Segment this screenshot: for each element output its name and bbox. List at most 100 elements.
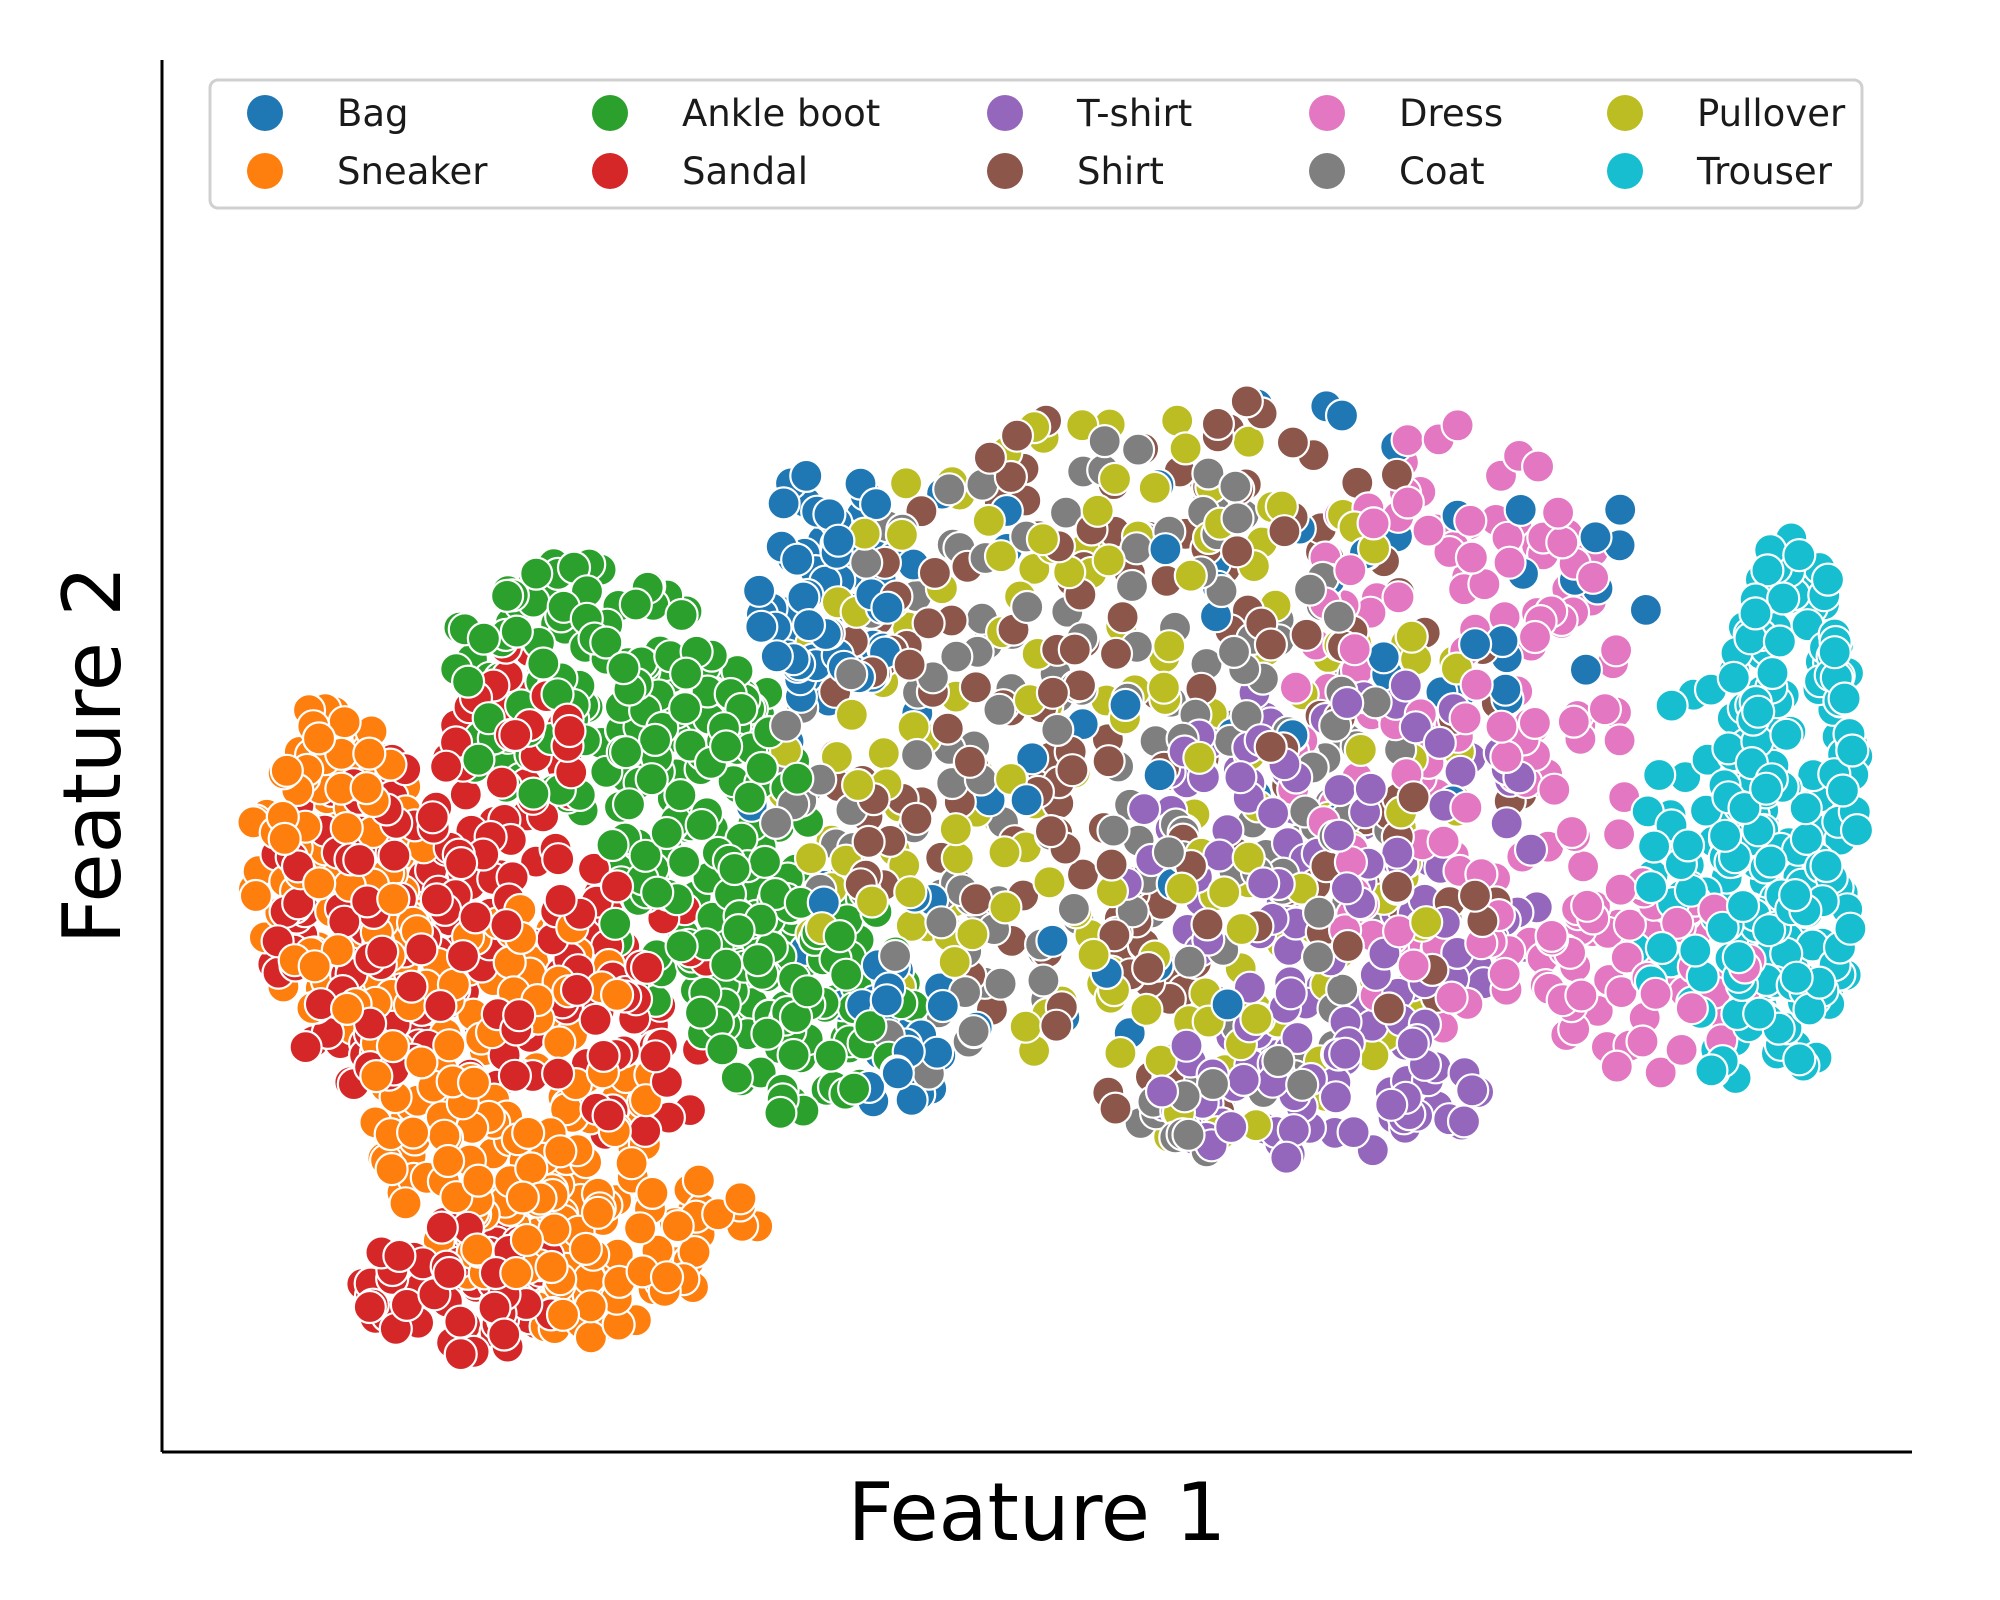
scatter-point bbox=[705, 1032, 740, 1067]
scatter-point bbox=[723, 1181, 758, 1216]
scatter-point bbox=[877, 938, 913, 974]
scatter-point bbox=[956, 1014, 991, 1049]
scatter-point bbox=[614, 1146, 649, 1181]
scatter-point bbox=[445, 938, 481, 974]
scatter-point bbox=[1218, 469, 1253, 504]
scatter-point bbox=[1628, 592, 1664, 628]
scatter-point bbox=[1716, 660, 1751, 696]
scatter-point bbox=[1080, 493, 1115, 528]
scatter-point bbox=[822, 918, 857, 954]
legend-marker bbox=[1309, 95, 1345, 131]
scatter-point bbox=[1554, 814, 1590, 850]
legend-label: Dress bbox=[1399, 92, 1503, 135]
legend-item-shirt: Shirt bbox=[987, 150, 1164, 193]
scatter-point bbox=[768, 708, 804, 743]
scatter-point bbox=[924, 905, 959, 940]
scatter-point bbox=[1449, 790, 1484, 825]
scatter-point bbox=[829, 957, 864, 992]
scatter-point bbox=[1190, 907, 1225, 942]
scatter-point bbox=[1565, 849, 1601, 884]
scatter-point bbox=[543, 1134, 578, 1169]
scatter-point bbox=[717, 851, 752, 887]
scatter-point bbox=[576, 851, 612, 886]
legend-marker bbox=[247, 95, 283, 131]
legend-marker bbox=[592, 153, 628, 189]
scatter-point bbox=[869, 983, 904, 1018]
scatter-point bbox=[866, 736, 901, 771]
scatter-point bbox=[499, 1255, 534, 1291]
scatter-point bbox=[1151, 835, 1187, 870]
scatter-point bbox=[589, 625, 624, 660]
scatter-point bbox=[342, 842, 377, 878]
scatter-point bbox=[1766, 581, 1801, 616]
scatter-point bbox=[541, 842, 576, 877]
scatter-point bbox=[497, 1058, 533, 1093]
legend-item-sneaker: Sneaker bbox=[247, 150, 488, 193]
scatter-point bbox=[509, 1222, 545, 1258]
scatter-point bbox=[1422, 725, 1457, 761]
scatter-point bbox=[1035, 675, 1071, 710]
scatter-point bbox=[911, 606, 946, 641]
scatter-point bbox=[1097, 918, 1132, 953]
scatter-point bbox=[1325, 972, 1360, 1007]
scatter-point bbox=[664, 597, 699, 633]
scatter-point bbox=[419, 882, 454, 917]
scatter-point bbox=[1827, 681, 1862, 716]
scatter-point bbox=[1076, 937, 1111, 973]
scatter-point bbox=[955, 917, 990, 952]
scatter-point bbox=[374, 1151, 409, 1187]
scatter-point bbox=[1182, 740, 1217, 775]
scatter-point bbox=[1455, 1073, 1490, 1108]
scatter-point bbox=[1253, 729, 1288, 765]
scatter-point bbox=[423, 988, 458, 1024]
scatter-point bbox=[1517, 705, 1553, 741]
scatter-point bbox=[664, 929, 699, 964]
scatter-point bbox=[750, 1016, 785, 1051]
scatter-point bbox=[1301, 895, 1337, 930]
scatter-point bbox=[1210, 987, 1245, 1022]
scatter-point bbox=[1333, 553, 1368, 588]
legend-item-bag: Bag bbox=[247, 92, 409, 135]
scatter-point bbox=[708, 729, 744, 764]
scatter-point bbox=[1443, 754, 1478, 789]
scatter-point bbox=[1114, 568, 1150, 604]
legend-marker bbox=[987, 153, 1023, 189]
scatter-point bbox=[329, 810, 364, 846]
scatter-point bbox=[1489, 739, 1524, 775]
scatter-point bbox=[297, 949, 332, 984]
scatter-point bbox=[683, 995, 719, 1030]
scatter-point bbox=[1809, 848, 1844, 884]
legend-marker bbox=[1309, 153, 1345, 189]
scatter-point bbox=[591, 1098, 626, 1133]
scatter-point bbox=[1503, 492, 1538, 527]
scatter-point bbox=[1040, 712, 1075, 748]
scatter-point bbox=[1642, 757, 1677, 793]
scatter-point bbox=[1705, 910, 1740, 945]
scatter-point bbox=[721, 912, 756, 948]
scatter-point bbox=[1578, 520, 1613, 555]
scatter-point bbox=[301, 721, 337, 756]
scatter-point bbox=[1226, 1062, 1261, 1098]
scatter-point bbox=[1269, 1140, 1304, 1175]
scatter-point bbox=[640, 875, 675, 910]
scatter-point bbox=[1492, 545, 1527, 580]
scatter-point bbox=[899, 737, 935, 773]
scatter-point bbox=[638, 1039, 673, 1074]
scatter-point bbox=[1453, 503, 1488, 538]
scatter-point bbox=[972, 440, 1008, 475]
scatter-point bbox=[1026, 963, 1061, 998]
scatter-point bbox=[1214, 1109, 1249, 1145]
scatter-point bbox=[568, 1231, 604, 1267]
scatter-point bbox=[1381, 580, 1416, 615]
scatter-point bbox=[1103, 1035, 1138, 1071]
scatter-point bbox=[894, 1082, 929, 1118]
scatter-point bbox=[932, 472, 967, 507]
scatter-point bbox=[1540, 495, 1576, 530]
scatter-point bbox=[1098, 1091, 1133, 1126]
scatter-point bbox=[1409, 905, 1444, 940]
scatter-point bbox=[1448, 701, 1483, 736]
legend-item-trouser: Trouser bbox=[1607, 150, 1833, 193]
scatter-point bbox=[1142, 758, 1177, 793]
scatter-point bbox=[893, 875, 928, 910]
scatter-point bbox=[917, 555, 953, 591]
